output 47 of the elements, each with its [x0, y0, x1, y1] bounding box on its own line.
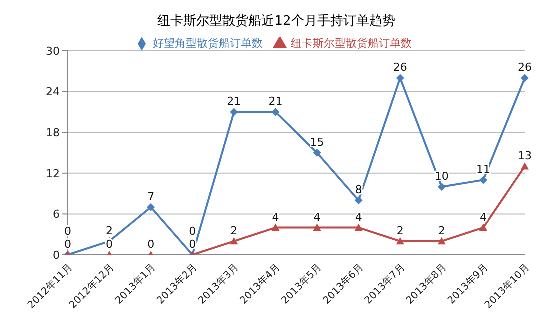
y-tick-label: 18 [46, 126, 60, 140]
point [479, 224, 488, 231]
data-label: 4 [314, 210, 321, 224]
data-label: 26 [518, 61, 532, 74]
y-tick-label: 0 [53, 248, 60, 262]
data-label: 21 [227, 95, 242, 108]
data-label: 4 [355, 210, 362, 224]
data-label: 15 [310, 136, 324, 149]
point [230, 108, 238, 116]
data-label: 0 [148, 238, 155, 251]
point [521, 74, 529, 82]
chart-title: 纽卡斯尔型散货船近12个月手持订单趋势 [156, 13, 396, 31]
point [479, 176, 488, 184]
data-label: 4 [480, 210, 487, 224]
point [521, 162, 529, 170]
point [396, 237, 404, 245]
y-tick-label: 30 [46, 44, 60, 58]
point [354, 224, 363, 231]
data-label: 2 [106, 224, 114, 238]
data-label: 0 [189, 225, 196, 238]
point [230, 237, 238, 245]
y-tick-label: 12 [46, 167, 60, 180]
data-label: 2 [396, 224, 404, 238]
y-tick-label: 6 [53, 208, 60, 222]
data-label: 21 [268, 95, 283, 108]
point [313, 149, 322, 157]
data-label: 7 [148, 190, 155, 204]
point [147, 203, 156, 212]
data-label: 8 [355, 184, 362, 197]
legend-label: 好望角型散货船订单数 [153, 37, 263, 50]
data-label: 2 [230, 224, 238, 238]
data-label: 0 [64, 238, 72, 251]
data-label: 4 [272, 210, 280, 224]
point [272, 108, 280, 116]
point [313, 224, 322, 231]
data-label: 13 [518, 150, 532, 163]
legend-label: 纽卡斯尔型散货船订单数 [291, 37, 412, 50]
point [354, 196, 363, 205]
data-label: 0 [64, 225, 72, 238]
point [272, 224, 280, 231]
point [438, 183, 446, 191]
point [396, 74, 404, 82]
data-label: 26 [393, 61, 408, 74]
point [438, 237, 446, 245]
data-label: 2 [438, 224, 446, 238]
y-tick-label: 24 [46, 86, 60, 99]
data-label: 0 [189, 238, 196, 251]
